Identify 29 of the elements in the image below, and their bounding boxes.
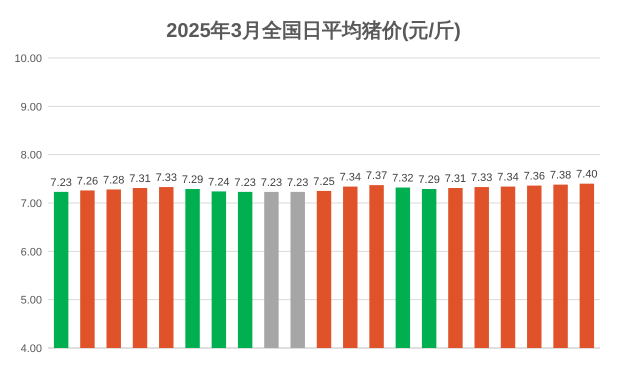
y-tick-label: 8.00 <box>20 150 42 162</box>
data-label: 7.23 <box>234 176 256 189</box>
data-label: 7.25 <box>313 176 335 188</box>
data-label: 7.32 <box>392 172 414 185</box>
y-tick-label: 4.00 <box>20 343 42 355</box>
data-label: 7.38 <box>550 170 572 182</box>
y-tick-label: 9.00 <box>20 101 42 114</box>
data-label: 7.33 <box>156 172 177 184</box>
data-label: 7.29 <box>418 174 440 186</box>
data-label: 7.34 <box>340 172 361 184</box>
y-tick-label: 10.00 <box>14 53 42 65</box>
data-label: 7.40 <box>576 168 598 181</box>
data-label: 7.34 <box>497 172 519 184</box>
y-tick-label: 6.00 <box>20 246 42 258</box>
data-label: 7.23 <box>260 176 282 189</box>
chart-title: 2025年3月全国日平均猪价(元/斤) <box>166 19 461 42</box>
data-label: 7.31 <box>444 173 466 186</box>
data-label: 7.23 <box>287 176 308 189</box>
data-label: 7.31 <box>129 173 151 186</box>
data-label: 7.29 <box>182 174 204 186</box>
data-label: 7.33 <box>471 172 492 184</box>
y-tick-label: 5.00 <box>20 294 42 307</box>
data-label: 7.23 <box>50 176 72 189</box>
y-tick-label: 7.00 <box>20 198 42 210</box>
data-label: 7.28 <box>103 174 124 186</box>
data-label: 7.37 <box>366 170 388 182</box>
data-label: 7.36 <box>524 170 545 183</box>
data-label: 7.26 <box>76 175 98 188</box>
data-label: 7.24 <box>208 176 230 188</box>
